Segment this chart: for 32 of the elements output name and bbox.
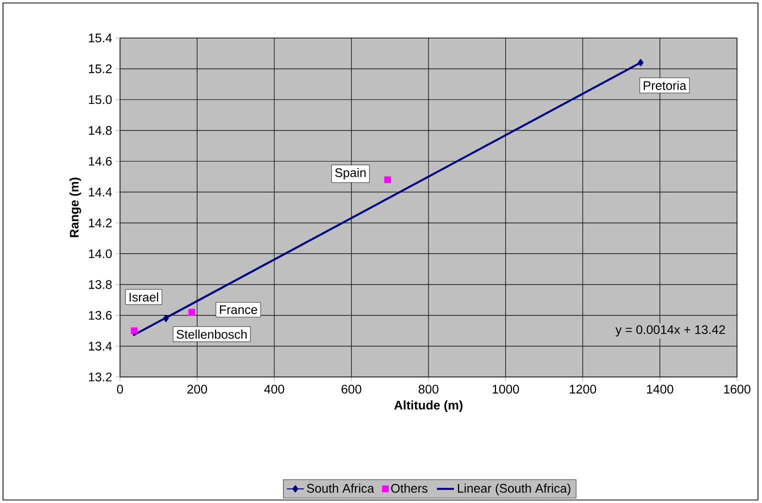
- x-tick-label: 1600: [724, 384, 750, 394]
- x-tick-label: 0: [117, 384, 123, 394]
- annotation: Stellenbosch: [176, 330, 247, 339]
- y-tick-label: 13.8: [88, 280, 112, 289]
- legend-label: Others: [391, 484, 428, 493]
- y-tick-label: 14.8: [88, 126, 112, 135]
- x-tick-label: 1000: [492, 384, 519, 394]
- y-axis-title: Range (m): [69, 178, 82, 238]
- x-tick-label: 600: [342, 384, 362, 394]
- legend-label: Linear (South Africa): [458, 484, 570, 496]
- y-tick-label: 15.2: [88, 64, 112, 74]
- x-tick-label: 800: [418, 384, 438, 394]
- y-tick-label: 14.0: [88, 249, 112, 258]
- legend-label: South Africa: [306, 484, 374, 493]
- annotation: Israel: [130, 292, 158, 302]
- annotation: Spain: [335, 168, 366, 180]
- annotation: Pretoria: [644, 80, 686, 90]
- annotation: France: [220, 305, 258, 314]
- y-tick-label: 15.0: [88, 95, 112, 104]
- x-tick-label: 200: [187, 384, 208, 394]
- x-tick-label: 1400: [646, 384, 674, 394]
- x-axis-title: Altitude (m): [394, 400, 462, 412]
- y-tick-label: 15.4: [88, 34, 112, 42]
- y-tick-label: 13.6: [88, 310, 112, 320]
- y-tick-label: 13.4: [88, 342, 112, 351]
- x-tick-label: 400: [264, 384, 284, 394]
- y-tick-label: 14.2: [88, 218, 112, 228]
- y-tick-label: 14.6: [88, 156, 112, 166]
- x-tick-label: 1200: [570, 384, 596, 394]
- y-tick-label: 14.4: [88, 188, 112, 196]
- annotation: y = 0.0014x + 13.42: [615, 325, 725, 337]
- y-tick-label: 13.2: [88, 372, 112, 382]
